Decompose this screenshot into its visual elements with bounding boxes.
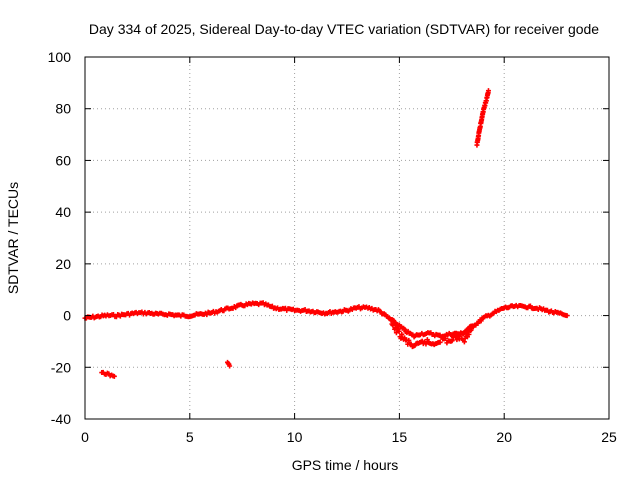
data-point (391, 321, 397, 327)
data-point (437, 339, 443, 345)
data-series (474, 88, 491, 148)
data-point (449, 338, 455, 344)
y-tick-label: 60 (55, 152, 71, 168)
x-tick-label: 20 (496, 429, 512, 445)
data-point (408, 341, 414, 347)
data-point (458, 332, 464, 338)
grid-lines (85, 57, 609, 419)
data-point (399, 331, 405, 337)
data-point (111, 373, 117, 379)
y-tick-label: 40 (55, 204, 71, 220)
y-tick-label: -40 (51, 411, 71, 427)
data-point (393, 330, 399, 336)
x-tick-label: 0 (81, 429, 89, 445)
data-point (423, 341, 429, 347)
x-tick-label: 15 (392, 429, 408, 445)
axes: 0 5 10 15 20 25 -40 -20 0 20 40 60 80 100 (48, 49, 617, 445)
chart-title: Day 334 of 2025, Sidereal Day-to-day VTE… (89, 21, 599, 37)
y-tick-label: 0 (63, 308, 71, 324)
x-tick-label: 10 (287, 429, 303, 445)
y-tick-label: 100 (48, 49, 72, 65)
data-point (227, 363, 233, 369)
data-point (388, 317, 394, 323)
x-tick-label: 5 (186, 429, 194, 445)
y-tick-label: -20 (51, 359, 71, 375)
data-point (564, 313, 570, 319)
data-point (443, 335, 449, 341)
data-point (424, 337, 430, 343)
data-series (225, 359, 233, 369)
data-point (485, 88, 491, 94)
data-series (388, 317, 476, 350)
x-axis-label: GPS time / hours (292, 457, 399, 473)
data-point (406, 337, 412, 343)
x-tick-label: 25 (601, 429, 617, 445)
data-point (470, 323, 476, 329)
data-points (82, 88, 570, 379)
plot-frame (84, 56, 610, 420)
y-axis-label: SDTVAR / TECUs (5, 182, 21, 294)
data-series (82, 300, 570, 340)
y-tick-label: 20 (55, 256, 71, 272)
y-tick-label: 80 (55, 101, 71, 117)
data-series (99, 369, 117, 379)
data-point (396, 328, 402, 334)
data-point (466, 331, 472, 337)
